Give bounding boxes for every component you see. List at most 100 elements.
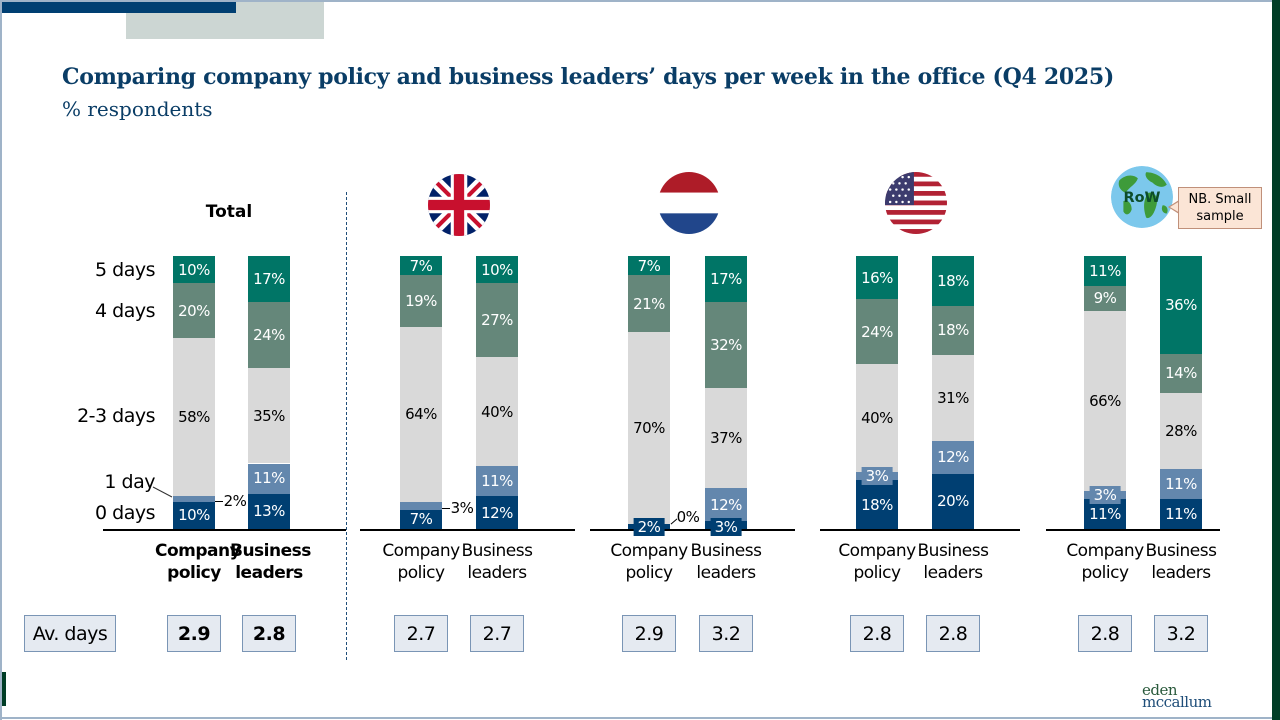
- x-axis-baseline: [590, 529, 795, 531]
- data-label: 70%: [633, 418, 665, 437]
- x-axis-baseline: [103, 529, 346, 531]
- data-label: 64%: [405, 405, 437, 424]
- data-label: 13%: [253, 502, 285, 521]
- data-label: 18%: [937, 271, 969, 290]
- stacked-bar-uk-company-policy: [400, 256, 442, 529]
- chart-title: Comparing company policy and business le…: [62, 64, 1114, 90]
- data-label: 35%: [253, 406, 285, 425]
- data-label: 12%: [481, 503, 513, 522]
- average-days-label: Av. days: [24, 615, 116, 652]
- stacked-bar-usa-business-leaders: [932, 256, 974, 529]
- bar-segment-4-days: [248, 302, 290, 368]
- bar-segment-4-days: [856, 299, 898, 365]
- bar-segment-4-days: [628, 275, 670, 333]
- header-decor-dark: [2, 2, 236, 13]
- data-label: 32%: [710, 336, 742, 355]
- data-label: 11%: [481, 472, 513, 491]
- bar-segment-5-days: [476, 256, 518, 284]
- y-tick-label: 5 days: [95, 259, 155, 281]
- bar-segment-4-days: [932, 305, 974, 356]
- y-label-leader-line: [152, 486, 173, 498]
- data-label: 19%: [405, 292, 437, 311]
- data-label: 2%: [223, 491, 247, 510]
- data-label: 36%: [1165, 296, 1197, 315]
- uk-flag-icon: [428, 174, 490, 236]
- x-category-label: Business leaders: [461, 541, 533, 583]
- stacked-bar-usa-company-policy: [856, 256, 898, 529]
- callout-leader: [442, 507, 450, 509]
- x-axis-baseline: [1046, 529, 1220, 531]
- bar-segment-4-days: [705, 301, 747, 389]
- y-tick-label: 1 day: [104, 471, 155, 493]
- right-accent-stripe: [1272, 0, 1280, 720]
- bar-segment-2-3-days: [1160, 392, 1202, 469]
- data-label: 3%: [861, 467, 893, 486]
- y-tick-label: 0 days: [95, 502, 155, 524]
- stacked-bar-uk-business-leaders: [476, 256, 518, 529]
- bar-segment-4-days: [173, 283, 215, 338]
- bar-segment-4-days: [400, 275, 442, 327]
- chart-subtitle: % respondents: [62, 97, 213, 121]
- data-label: 9%: [1093, 289, 1117, 308]
- x-category-label: Company policy: [382, 541, 460, 583]
- x-axis-baseline: [820, 529, 1020, 531]
- data-label: 7%: [409, 510, 433, 529]
- data-label: 17%: [710, 269, 742, 288]
- bar-segment-5-days: [932, 256, 974, 306]
- data-label: 18%: [937, 321, 969, 340]
- left-accent-bar: [2, 672, 6, 706]
- y-tick-label: 2-3 days: [77, 405, 155, 427]
- bar-segment-2-3-days: [248, 367, 290, 464]
- bar-segment-0-days: [248, 493, 290, 529]
- data-label: 66%: [1089, 391, 1121, 410]
- data-label: 3%: [450, 498, 474, 517]
- data-label: 3%: [710, 518, 742, 536]
- average-days-value: 3.2: [699, 615, 753, 652]
- group-title-total: Total: [205, 202, 253, 222]
- bar-segment-2-3-days: [476, 357, 518, 467]
- data-label: 11%: [1089, 504, 1121, 523]
- average-days-value: 3.2: [1154, 615, 1208, 652]
- data-label: 20%: [937, 492, 969, 511]
- data-label: 14%: [1165, 364, 1197, 383]
- x-category-label: Business leaders: [690, 541, 762, 583]
- data-label: 16%: [861, 268, 893, 287]
- x-category-label: Company policy: [610, 541, 688, 583]
- bar-segment-1-day: [400, 501, 442, 510]
- bar-segment-2-3-days: [628, 332, 670, 524]
- data-label: 10%: [178, 260, 210, 279]
- data-label: 3%: [1089, 485, 1121, 504]
- stacked-bar-total-business-leaders: [248, 256, 290, 529]
- globe-icon: RoW: [1111, 166, 1173, 228]
- bar-segment-5-days: [248, 256, 290, 303]
- stacked-bar-row-company-policy: [1084, 256, 1126, 529]
- data-label: 24%: [253, 326, 285, 345]
- data-label: 2%: [633, 518, 665, 536]
- bar-segment-5-days: [856, 256, 898, 300]
- bar-segment-5-days: [628, 256, 670, 276]
- frame-left-border: [0, 0, 2, 720]
- data-label: 27%: [481, 311, 513, 330]
- bar-segment-2-3-days: [173, 337, 215, 497]
- data-label: 11%: [1089, 262, 1121, 280]
- bar-segment-0-days: [1160, 498, 1202, 529]
- data-label: 12%: [937, 448, 969, 467]
- data-label: 18%: [861, 495, 893, 514]
- average-days-value: 2.8: [926, 615, 980, 652]
- bar-segment-0-days: [173, 501, 215, 529]
- bar-segment-1-day: [705, 488, 747, 521]
- stacked-bar-netherlands-business-leaders: [705, 256, 747, 529]
- data-label: 12%: [710, 495, 742, 514]
- data-label: 21%: [633, 294, 665, 313]
- data-label: 10%: [178, 506, 210, 525]
- bar-segment-5-days: [1160, 256, 1202, 355]
- average-days-value: 2.8: [1078, 615, 1132, 652]
- average-days-value: 2.7: [394, 615, 448, 652]
- bar-segment-4-days: [476, 283, 518, 358]
- x-category-label: Company policy: [155, 541, 241, 583]
- average-days-value: 2.9: [167, 615, 221, 652]
- bar-segment-5-days: [705, 256, 747, 302]
- group-divider: [346, 192, 347, 660]
- bar-segment-1-day: [173, 496, 215, 502]
- bar-segment-0-days: [400, 509, 442, 529]
